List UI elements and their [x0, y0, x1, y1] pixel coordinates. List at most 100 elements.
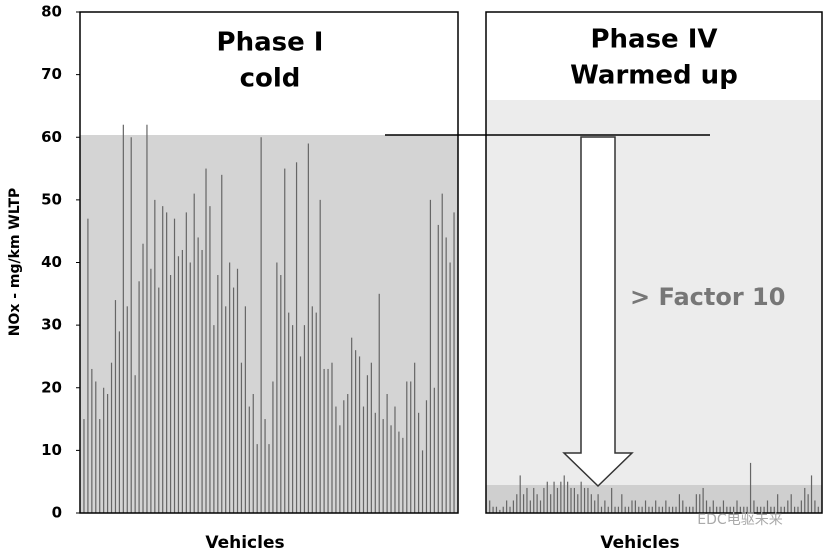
panel-title: Warmed up — [570, 61, 738, 91]
bar — [716, 506, 718, 513]
bar — [719, 506, 721, 513]
bar — [221, 174, 223, 513]
bar — [134, 375, 136, 513]
arrow — [562, 136, 634, 488]
bar — [311, 306, 313, 513]
bar — [378, 293, 380, 513]
bar — [760, 506, 762, 513]
bar — [150, 268, 152, 513]
bar — [583, 487, 586, 513]
bar — [240, 362, 243, 513]
bar — [536, 494, 538, 513]
bar — [264, 419, 266, 513]
bar — [449, 262, 451, 513]
bar — [814, 500, 816, 513]
bar — [546, 481, 548, 513]
bar — [739, 506, 741, 513]
bar — [499, 509, 501, 513]
panel-title: Phase IV — [590, 25, 717, 55]
bar — [374, 412, 376, 513]
bar — [158, 287, 160, 513]
bar — [87, 218, 89, 513]
bar — [516, 494, 518, 513]
bar — [95, 381, 97, 513]
bar — [644, 500, 647, 513]
bar — [726, 506, 728, 513]
bar — [272, 381, 274, 513]
bar — [343, 400, 345, 513]
y-tick-label: 0 — [52, 504, 62, 522]
bar — [512, 500, 515, 513]
bar — [244, 306, 246, 513]
bar — [522, 494, 525, 513]
y-tick-label: 20 — [41, 378, 62, 396]
bar — [678, 494, 681, 513]
bar — [256, 444, 258, 513]
bar — [189, 262, 191, 513]
bar — [682, 500, 684, 513]
bar — [675, 506, 677, 513]
bar — [299, 356, 302, 513]
bar — [410, 381, 412, 513]
bar — [382, 419, 384, 513]
bar — [617, 506, 620, 513]
bar — [594, 500, 596, 513]
bar — [550, 494, 552, 513]
bar — [288, 312, 290, 513]
bar — [173, 218, 176, 513]
bar — [590, 494, 592, 513]
bar — [780, 506, 782, 513]
bar — [268, 444, 270, 513]
bar — [661, 506, 664, 513]
bar — [307, 143, 309, 513]
bar — [126, 306, 128, 513]
bar — [280, 275, 282, 513]
bar — [398, 431, 400, 513]
bar — [193, 193, 195, 514]
bar — [641, 506, 643, 513]
bar — [122, 124, 124, 513]
bar — [770, 506, 772, 513]
bar — [692, 506, 694, 513]
bar — [817, 506, 819, 513]
bar — [543, 487, 545, 513]
bar — [570, 487, 572, 513]
bar — [658, 506, 660, 513]
bar — [445, 237, 447, 513]
bar — [705, 500, 708, 513]
bar — [130, 137, 132, 513]
bar — [665, 500, 667, 513]
bar — [685, 506, 687, 513]
bar — [429, 199, 432, 513]
bar — [213, 325, 215, 513]
bar — [106, 394, 109, 513]
bar — [162, 206, 164, 513]
bar — [225, 306, 227, 513]
bar — [166, 212, 168, 513]
bar — [631, 500, 633, 513]
bar — [453, 212, 455, 513]
y-axis-label: NOx - mg/km WLTP — [7, 188, 23, 337]
bar — [366, 375, 369, 513]
bar — [394, 406, 396, 513]
y-tick-label: 10 — [41, 441, 62, 459]
bar — [736, 500, 738, 513]
y-tick-label: 70 — [41, 65, 62, 83]
bar — [783, 506, 786, 513]
bar — [142, 243, 144, 513]
bar — [425, 400, 428, 513]
bar — [181, 249, 183, 513]
bar — [248, 406, 250, 513]
bar — [103, 387, 105, 513]
bar — [733, 506, 735, 513]
bar — [614, 506, 616, 513]
bar — [347, 394, 349, 513]
bar — [489, 500, 491, 513]
y-tick-label: 50 — [41, 190, 62, 208]
panel-frame — [485, 11, 823, 514]
bar — [793, 506, 796, 513]
bar — [695, 494, 697, 513]
bar — [567, 481, 569, 513]
bar — [787, 500, 789, 513]
